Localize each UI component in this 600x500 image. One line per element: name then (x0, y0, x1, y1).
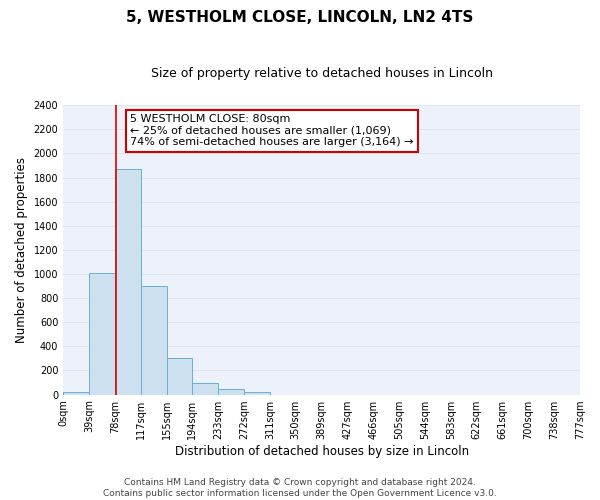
Bar (218, 389, 244, 394)
Bar (63, 392, 89, 394)
Title: Size of property relative to detached houses in Lincoln: Size of property relative to detached ho… (151, 68, 493, 80)
Bar (89, 273, 115, 394)
Bar (193, 382, 218, 394)
Text: 5 WESTHOLM CLOSE: 80sqm
← 25% of detached houses are smaller (1,069)
74% of semi: 5 WESTHOLM CLOSE: 80sqm ← 25% of detache… (130, 114, 414, 147)
Bar (140, 286, 167, 395)
Bar (167, 358, 193, 394)
X-axis label: Distribution of detached houses by size in Lincoln: Distribution of detached houses by size … (175, 444, 469, 458)
Bar (244, 392, 270, 394)
Text: Contains HM Land Registry data © Crown copyright and database right 2024.
Contai: Contains HM Land Registry data © Crown c… (103, 478, 497, 498)
Text: 5, WESTHOLM CLOSE, LINCOLN, LN2 4TS: 5, WESTHOLM CLOSE, LINCOLN, LN2 4TS (127, 10, 473, 25)
Bar (115, 169, 140, 394)
Y-axis label: Number of detached properties: Number of detached properties (15, 157, 28, 343)
